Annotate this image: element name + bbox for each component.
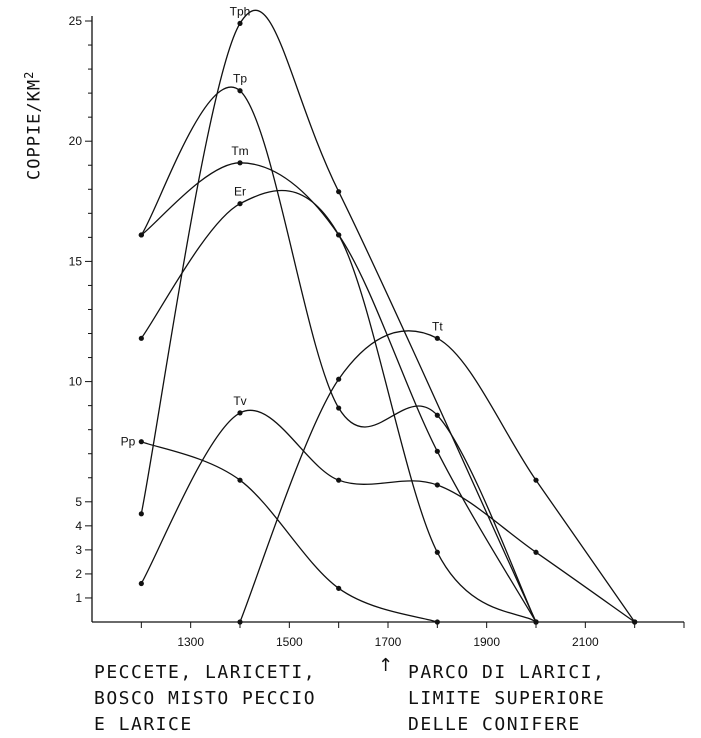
arrow-icon: ↑ (378, 655, 394, 676)
right-caption: PARCO DI LARICI, LIMITE SUPERIORE DELLE CO… (408, 660, 605, 738)
x-tick-label: 2100 (572, 635, 599, 649)
series-line-tp (140, 86, 537, 623)
data-point (237, 88, 243, 94)
y-tick-label: 3 (75, 543, 82, 557)
series-line-tm (140, 162, 537, 623)
left-caption: PECCETE, LARICETI, BOSCO MISTO PECCIO E LA… (94, 660, 316, 738)
data-point (434, 619, 440, 625)
series-label: Tv (233, 394, 246, 408)
data-point (336, 189, 342, 195)
data-point (336, 405, 342, 411)
series-line-tt (239, 330, 636, 623)
data-point (434, 448, 440, 454)
y-tick-label: 10 (69, 375, 83, 389)
data-point (533, 619, 539, 625)
data-point (336, 585, 342, 591)
data-point (533, 477, 539, 483)
y-tick-label: 25 (69, 14, 83, 28)
data-point (434, 412, 440, 418)
data-point (632, 619, 638, 625)
data-point (434, 335, 440, 341)
y-axis-title: COPPIE/KM2 (22, 70, 45, 180)
data-point (138, 335, 144, 341)
y-tick-label: 20 (69, 134, 83, 148)
y-tick-label: 15 (69, 254, 83, 268)
series-labels: Tph Tp Tm Er Tt Tv Pp (121, 4, 444, 448)
series-line-pp (141, 441, 438, 623)
series-label: Pp (121, 435, 136, 449)
axes: 1 2 3 4 5 10 15 20 25 1300 1500 1700 1900 2100 (69, 14, 685, 649)
data-point (237, 619, 243, 625)
y-tick-label: 1 (75, 591, 82, 605)
series-lines (140, 9, 636, 623)
series-label: Tp (233, 72, 247, 86)
series-label: Tm (231, 144, 248, 158)
series-label: Er (234, 185, 246, 199)
series-line-tph (140, 9, 537, 623)
series-points (138, 20, 638, 625)
data-point (336, 232, 342, 238)
right-caption-line: DELLE CONIFERE (408, 714, 581, 735)
series-label: Tt (432, 319, 443, 333)
series-line-er (140, 189, 537, 623)
data-point (138, 580, 144, 587)
y-tick-label: 2 (75, 567, 82, 581)
data-point (434, 482, 440, 488)
data-point (336, 376, 342, 382)
right-caption-line: LIMITE SUPERIORE (408, 688, 606, 709)
data-point (237, 20, 243, 27)
data-point (138, 511, 144, 517)
left-caption-line: E LARICE (94, 714, 193, 735)
data-point (237, 160, 243, 166)
data-point (336, 477, 342, 483)
left-caption-line: PECCETE, LARICETI, (94, 662, 317, 683)
x-tick-label: 1700 (375, 635, 402, 649)
series-label: Tph (230, 4, 251, 18)
data-point (434, 549, 440, 555)
data-point (533, 549, 539, 555)
data-point (138, 232, 144, 238)
y-tick-label: 5 (75, 495, 82, 509)
data-point (237, 201, 243, 207)
y-tick-label: 4 (75, 519, 82, 533)
right-caption-line: PARCO DI LARICI, (408, 662, 606, 683)
data-point (138, 439, 144, 445)
x-tick-label: 1900 (473, 635, 500, 649)
x-tick-label: 1300 (177, 635, 204, 649)
x-tick-label: 1500 (276, 635, 303, 649)
data-point (237, 477, 243, 483)
data-point (237, 410, 243, 416)
left-caption-line: BOSCO MISTO PECCIO (94, 688, 317, 709)
